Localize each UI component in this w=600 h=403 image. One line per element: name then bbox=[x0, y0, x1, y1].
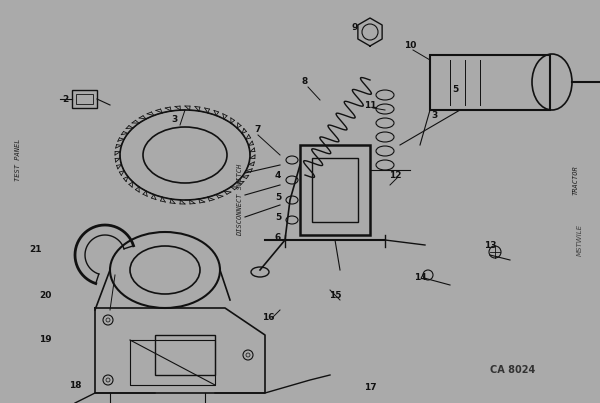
Text: 5: 5 bbox=[452, 85, 458, 94]
Text: TRACTOR: TRACTOR bbox=[572, 165, 578, 195]
Text: 19: 19 bbox=[38, 336, 52, 345]
Text: 15: 15 bbox=[329, 291, 341, 299]
Bar bbox=[430, 55, 550, 110]
Bar bbox=[72, 90, 97, 108]
Bar bbox=[300, 145, 370, 235]
Text: 4: 4 bbox=[275, 170, 281, 179]
Text: 16: 16 bbox=[262, 314, 274, 322]
Text: 8: 8 bbox=[302, 77, 308, 87]
Text: 18: 18 bbox=[69, 380, 81, 390]
Text: TEST PANEL: TEST PANEL bbox=[15, 139, 21, 181]
Text: 20: 20 bbox=[39, 291, 51, 299]
Text: 5: 5 bbox=[275, 193, 281, 202]
Text: 3: 3 bbox=[432, 110, 438, 120]
Bar bbox=[155, 335, 215, 375]
Text: 6: 6 bbox=[275, 233, 281, 243]
Text: 12: 12 bbox=[389, 170, 401, 179]
Bar bbox=[312, 158, 358, 222]
Text: 11: 11 bbox=[364, 100, 376, 110]
Bar bbox=[76, 94, 93, 104]
Text: 10: 10 bbox=[404, 40, 416, 50]
Text: 2: 2 bbox=[62, 96, 68, 104]
Text: 3: 3 bbox=[172, 116, 178, 125]
Text: CA 8024: CA 8024 bbox=[490, 365, 535, 375]
Text: 13: 13 bbox=[484, 241, 496, 249]
Text: MSTWILE: MSTWILE bbox=[577, 224, 583, 256]
Text: 14: 14 bbox=[413, 274, 427, 283]
Text: 5: 5 bbox=[275, 214, 281, 222]
Text: 9: 9 bbox=[352, 23, 358, 33]
Text: DISCONNECT SWITCH: DISCONNECT SWITCH bbox=[237, 164, 243, 236]
Text: 7: 7 bbox=[255, 125, 261, 135]
Text: 17: 17 bbox=[364, 384, 376, 393]
Text: 21: 21 bbox=[29, 245, 41, 255]
